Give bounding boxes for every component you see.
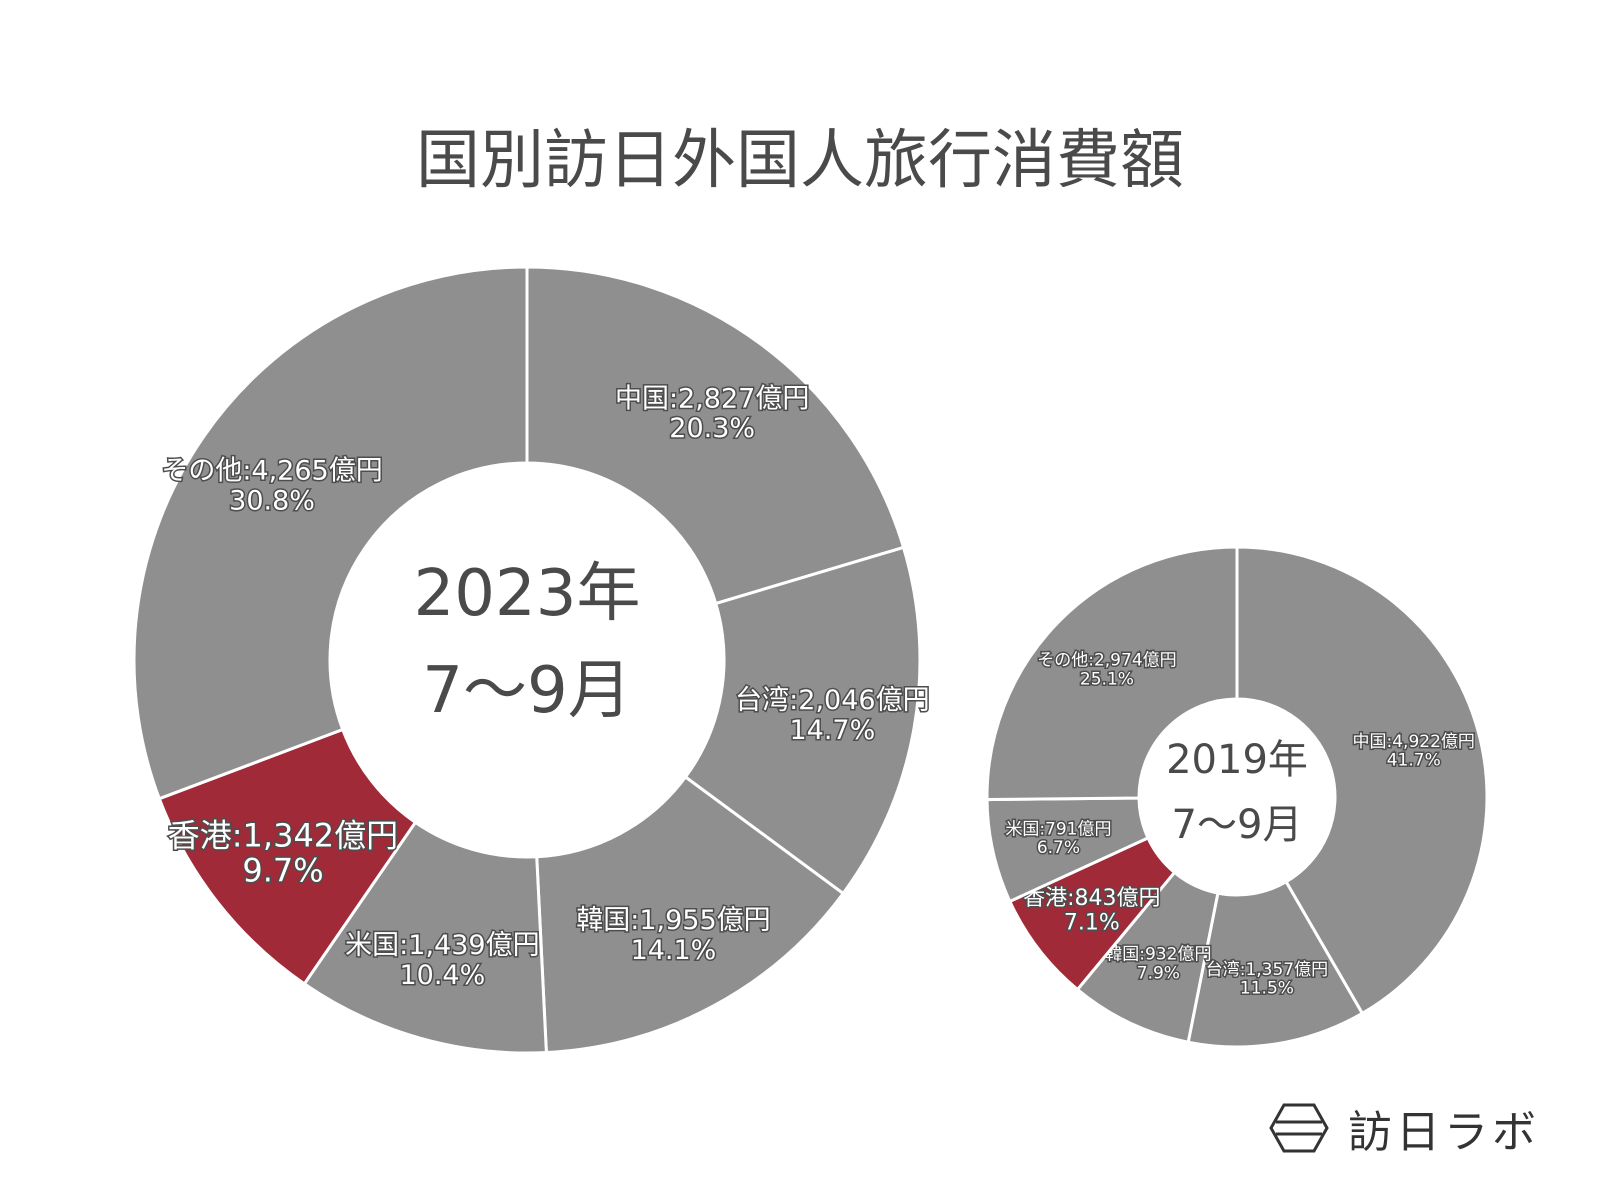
slice-label-香港: 香港:1,342億円: [168, 816, 398, 854]
slice-label-香港: 香港:843億円: [1023, 886, 1160, 911]
slice-その他: [985, 545, 1239, 802]
slice-label-韓国: 韓国:1,955億円: [576, 905, 770, 936]
brand-logo: 訪日ラボ: [1268, 1096, 1540, 1160]
slice-percent-香港: 7.1%: [1064, 910, 1120, 935]
center-label-year: 2019年: [1166, 737, 1308, 783]
slice-label-米国: 米国:1,439億円: [345, 930, 539, 961]
slice-label-その他: その他:4,265億円: [161, 456, 382, 487]
slice-percent-中国: 20.3%: [669, 413, 755, 444]
slice-percent-台湾: 14.7%: [789, 715, 875, 746]
donut-2019: 中国:4,922億円41.7%台湾:1,357億円11.5%韓国:932億円7.…: [985, 545, 1489, 1049]
slice-label-その他: その他:2,974億円: [1037, 651, 1176, 671]
slice-label-台湾: 台湾:2,046億円: [735, 685, 929, 716]
center-label-year: 2023年: [414, 557, 641, 631]
slice-台湾: [683, 545, 922, 896]
slice-percent-韓国: 14.1%: [631, 935, 717, 966]
brand-name: 訪日ラボ: [1348, 1107, 1540, 1158]
slice-中国: [525, 265, 906, 606]
chart-title: 国別訪日外国人旅行消費額: [416, 124, 1184, 198]
slice-percent-韓国: 7.9%: [1137, 963, 1180, 983]
slice-台湾: [1186, 879, 1365, 1049]
slice-韓国: [535, 774, 846, 1055]
hexagon-logo-icon: [1269, 1103, 1329, 1153]
center-label-period: 7～9月: [422, 654, 631, 728]
center-label-period: 7～9月: [1172, 802, 1303, 848]
slice-label-中国: 中国:4,922億円: [1353, 732, 1475, 752]
slice-中国: [1235, 545, 1489, 1016]
slice-その他: [132, 265, 529, 801]
slice-percent-中国: 41.7%: [1387, 751, 1441, 771]
slice-label-中国: 中国:2,827億円: [615, 383, 809, 414]
slice-label-韓国: 韓国:932億円: [1105, 945, 1211, 965]
slice-percent-米国: 10.4%: [399, 960, 485, 991]
slice-percent-その他: 25.1%: [1080, 669, 1134, 689]
slice-米国: [302, 820, 548, 1055]
slice-label-台湾: 台湾:1,357億円: [1206, 960, 1328, 980]
slice-percent-台湾: 11.5%: [1240, 979, 1294, 999]
slice-percent-その他: 30.8%: [229, 485, 315, 516]
slice-percent-米国: 6.7%: [1037, 838, 1080, 858]
slice-label-米国: 米国:791億円: [1005, 819, 1111, 839]
slice-percent-香港: 9.7%: [242, 852, 323, 890]
